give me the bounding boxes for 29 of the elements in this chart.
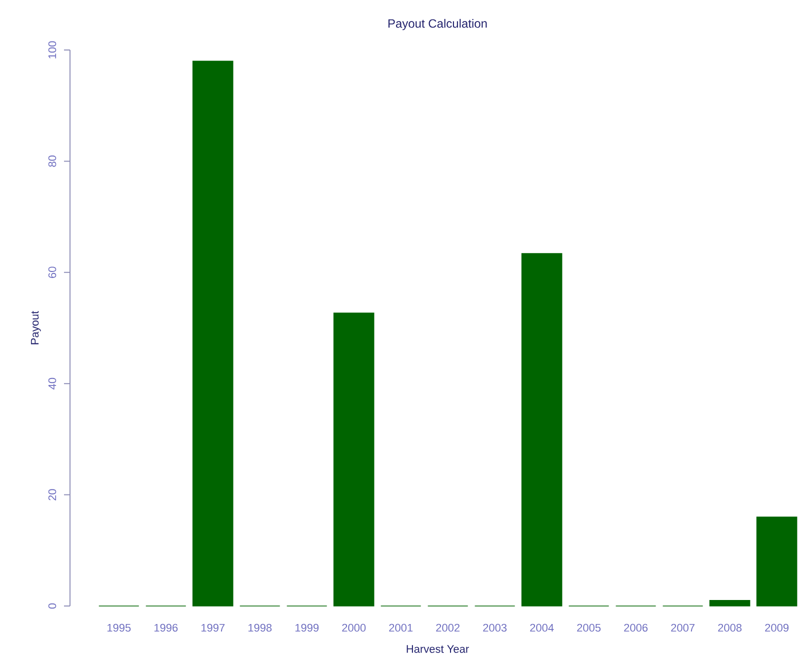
bar	[709, 600, 750, 606]
x-tick-label: 1995	[107, 624, 131, 632]
x-tick-label: 1996	[154, 624, 178, 632]
x-tick-label: 1997	[201, 624, 225, 632]
y-tick-label: 40	[48, 378, 56, 390]
x-tick-label: 2008	[718, 624, 742, 632]
x-tick-label: 1998	[248, 624, 272, 632]
x-tick-label: 2009	[765, 624, 789, 632]
y-tick-label: 100	[48, 41, 56, 58]
x-axis-title: Harvest Year	[406, 645, 469, 653]
y-tick-label: 20	[48, 489, 56, 500]
x-tick-label: 2002	[436, 624, 460, 632]
bar	[333, 312, 374, 606]
bar	[756, 516, 798, 606]
x-tick-label: 1999	[295, 624, 319, 632]
y-tick-label: 60	[48, 266, 56, 278]
x-tick-label: 2006	[624, 624, 648, 632]
x-tick-label: 2004	[530, 624, 554, 632]
x-tick-label: 2007	[671, 624, 694, 632]
bar	[521, 253, 562, 606]
x-tick-label: 2005	[577, 624, 601, 632]
y-axis-title: Payout	[30, 310, 41, 344]
y-tick-label: 80	[48, 156, 56, 167]
y-tick-label: 0	[48, 603, 56, 609]
chart-title: Payout Calculation	[388, 18, 487, 30]
x-tick-label: 2000	[342, 624, 366, 632]
x-tick-label: 2003	[483, 624, 507, 632]
bar	[192, 60, 234, 606]
x-tick-label: 2001	[389, 624, 413, 632]
